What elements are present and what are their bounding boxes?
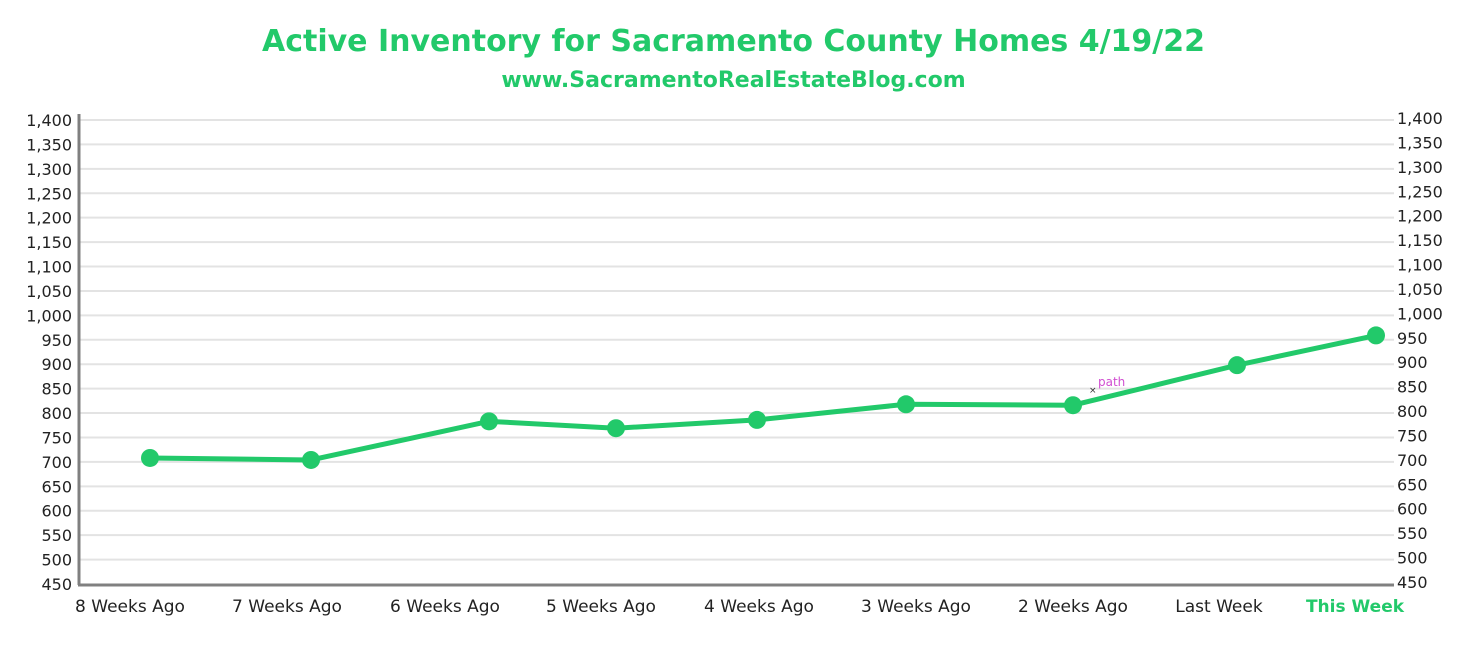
y-tick-label-right: 500: [1397, 549, 1428, 568]
data-point: [607, 419, 625, 438]
y-tick-label-right: 700: [1397, 451, 1428, 470]
y-tick-label-left: 550: [41, 526, 72, 545]
x-tick-label: 4 Weeks Ago: [704, 597, 814, 617]
data-point: [1064, 396, 1082, 415]
y-tick-label-right: 1,400: [1397, 109, 1443, 128]
y-tick-label-right: 850: [1397, 378, 1428, 397]
y-tick-label-right: 800: [1397, 402, 1428, 421]
y-tick-label-right: 1,150: [1397, 231, 1443, 250]
y-tick-label-right: 1,200: [1397, 207, 1443, 226]
data-point: [748, 410, 766, 429]
x-tick-label: Last Week: [1175, 597, 1263, 617]
data-point: [897, 395, 915, 414]
x-tick-label: 3 Weeks Ago: [861, 597, 971, 617]
y-tick-label-left: 900: [41, 355, 72, 374]
x-tick-label: 7 Weeks Ago: [232, 597, 342, 617]
chart-subtitle: www.SacramentoRealEstateBlog.com: [501, 68, 966, 93]
y-tick-label-left: 800: [41, 404, 72, 423]
y-tick-label-left: 500: [41, 551, 72, 570]
data-point: [141, 448, 159, 467]
annotation-marker: ×: [1089, 386, 1097, 396]
y-tick-label-left: 600: [41, 502, 72, 521]
series-line: [147, 332, 1379, 463]
x-tick-label: 5 Weeks Ago: [546, 597, 656, 617]
y-tick-label-right: 1,000: [1397, 304, 1443, 323]
y-tick-label-left: 450: [41, 575, 72, 594]
y-tick-label-right: 1,350: [1397, 133, 1443, 152]
y-tick-label-right: 1,050: [1397, 280, 1443, 299]
y-tick-label-right: 1,300: [1397, 158, 1443, 177]
y-tick-label-right: 950: [1397, 329, 1428, 348]
data-point: [1228, 356, 1246, 375]
y-tick-label-right: 550: [1397, 524, 1428, 543]
y-tick-label-left: 1,050: [26, 282, 72, 301]
y-tick-label-left: 1,250: [26, 184, 72, 203]
data-point: [480, 412, 498, 431]
y-tick-label-left: 1,300: [26, 160, 72, 179]
annotation-label: path: [1098, 375, 1125, 389]
y-tick-label-right: 1,100: [1397, 256, 1443, 275]
x-tick-label-highlighted: This Week: [1306, 597, 1405, 617]
chart-title: Active Inventory for Sacramento County H…: [261, 24, 1206, 59]
y-tick-label-right: 900: [1397, 353, 1428, 372]
y-tick-label-left: 1,150: [26, 233, 72, 252]
x-tick-label: 8 Weeks Ago: [75, 597, 185, 617]
y-tick-label-left: 850: [41, 380, 72, 399]
y-tick-label-left: 950: [41, 331, 72, 350]
y-tick-label-right: 650: [1397, 475, 1428, 494]
y-tick-label-left: 1,100: [26, 258, 72, 277]
y-tick-label-left: 650: [41, 477, 72, 496]
x-tick-label: 2 Weeks Ago: [1018, 597, 1128, 617]
y-tick-label-left: 1,350: [26, 135, 72, 154]
y-tick-label-left: 1,400: [26, 111, 72, 130]
y-tick-label-left: 700: [41, 453, 72, 472]
y-tick-label-left: 750: [41, 428, 72, 447]
y-tick-label-right: 450: [1397, 573, 1428, 592]
data-point: [1367, 326, 1385, 345]
y-tick-label-right: 750: [1397, 426, 1428, 445]
y-tick-label-right: 1,250: [1397, 182, 1443, 201]
x-tick-label: 6 Weeks Ago: [390, 597, 500, 617]
y-tick-label-right: 600: [1397, 500, 1428, 519]
data-point: [302, 450, 320, 469]
y-tick-label-left: 1,200: [26, 209, 72, 228]
y-tick-label-left: 1,000: [26, 306, 72, 325]
